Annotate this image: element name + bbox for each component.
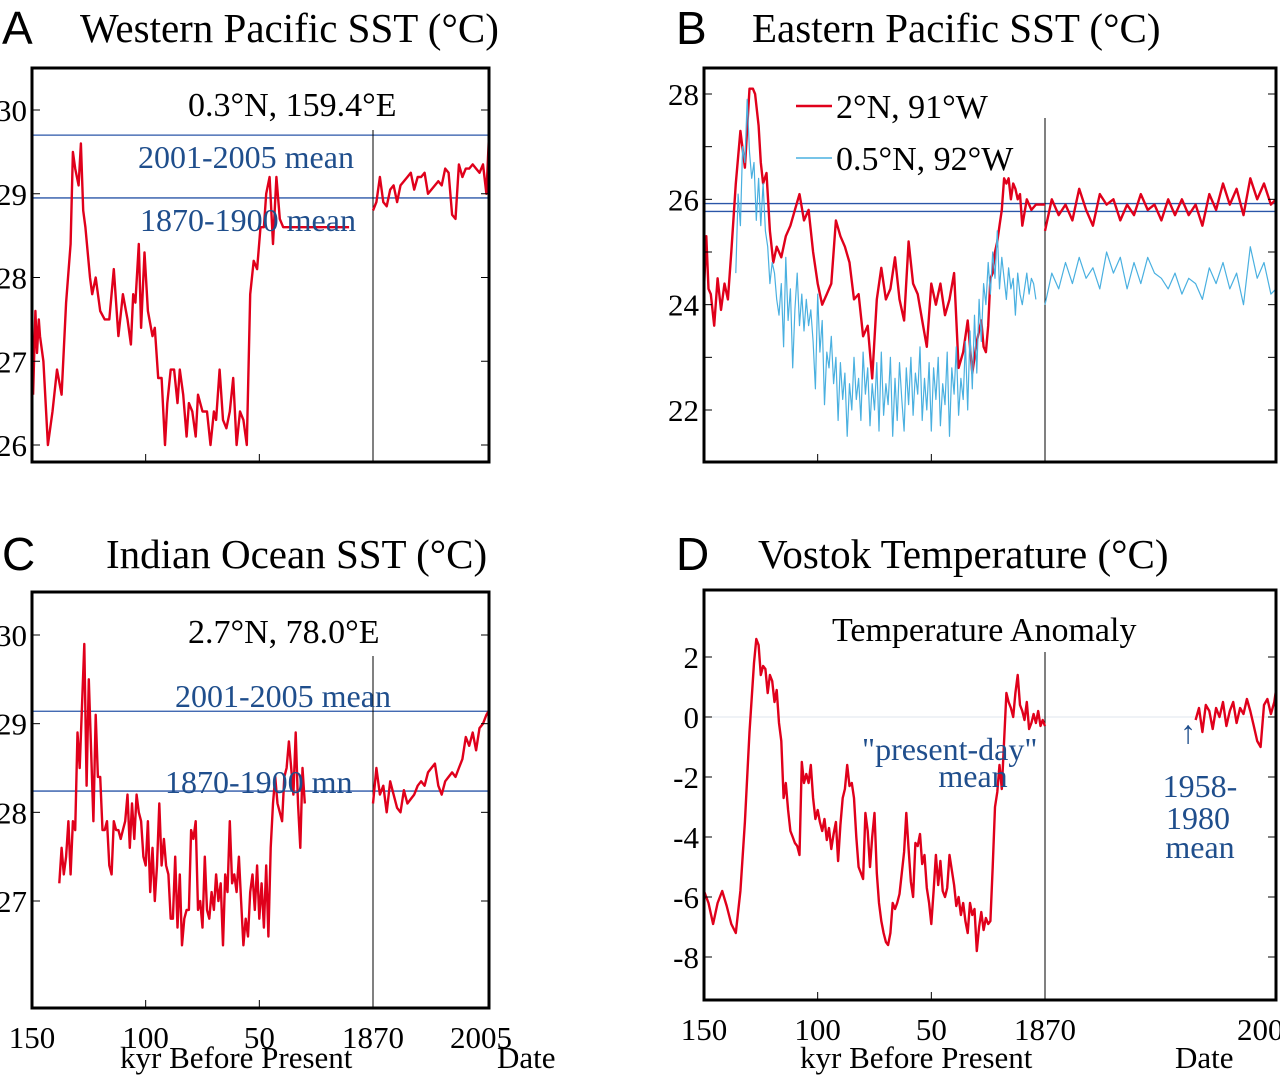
x-tick-label-d: 150 xyxy=(681,1012,728,1047)
panel-d: D Vostok Temperature (°C) -8 -6 -4 -2 0 2 150 1… xyxy=(673,528,1280,1075)
panel-letter-a: A xyxy=(2,2,33,54)
xlabel-date-d: Date xyxy=(1175,1040,1234,1075)
panel-title-a: Western Pacific SST (°C) xyxy=(80,5,499,51)
legend-b: 2°N, 91°W 0.5°N, 92°W xyxy=(796,89,1014,178)
subtitle-temperature-anomaly: Temperature Anomaly xyxy=(832,612,1136,649)
xlabel-kyr-d: kyr Before Present xyxy=(800,1040,1033,1075)
x-tick-label-c: 1870 xyxy=(342,1020,404,1055)
y-tick-label-b: 24 xyxy=(668,288,700,323)
panel-title-c: Indian Ocean SST (°C) xyxy=(106,531,487,577)
y-tick-label-a: 29 xyxy=(0,177,27,212)
plot-area-b: 22 24 26 28 xyxy=(668,66,1278,464)
location-label-c: 2.7°N, 78.0°E xyxy=(188,614,380,651)
series-paleo-b-1 xyxy=(735,98,1037,437)
y-tick-label-d: 2 xyxy=(684,640,700,675)
mean-label-1870-1900-a: 1870-1900 mean xyxy=(140,202,356,238)
plot-frame-c xyxy=(30,590,491,1010)
series-paleo-d-0 xyxy=(702,637,1047,953)
mean-label-2001-2005-c: 2001-2005 mean xyxy=(175,678,391,714)
y-tick-label-d: -2 xyxy=(673,760,699,795)
annotation-1980: 1980 xyxy=(1166,800,1230,836)
y-tick-label-d: -4 xyxy=(673,820,699,855)
panel-title-b: Eastern Pacific SST (°C) xyxy=(752,5,1160,51)
series-paleo-b-0 xyxy=(702,87,1045,380)
panel-b: B Eastern Pacific SST (°C) 22 24 26 28 2°N,… xyxy=(668,2,1278,464)
x-tick-label-c: 150 xyxy=(9,1020,56,1055)
plot-frame-a xyxy=(30,66,491,464)
legend-label-blue: 0.5°N, 92°W xyxy=(836,141,1014,178)
xlabel-date-c: Date xyxy=(497,1040,556,1075)
plot-frame-d xyxy=(702,588,1278,1002)
panel-title-d: Vostok Temperature (°C) xyxy=(758,531,1169,577)
y-tick-label-c: 29 xyxy=(0,707,27,742)
panel-letter-c: C xyxy=(2,528,35,580)
mean-label-2001-2005-a: 2001-2005 mean xyxy=(138,139,354,175)
series-instrumental-a-0 xyxy=(371,135,491,221)
panel-a: A Western Pacific SST (°C) 26 27 28 29 30 0.… xyxy=(0,2,499,464)
series-instrumental-d-0 xyxy=(1194,689,1278,749)
panel-c: C Indian Ocean SST (°C) 27 28 29 30 150 100 50… xyxy=(0,528,556,1075)
plot-area-d: -8 -6 -4 -2 0 2 150 100 50 1870 2005 xyxy=(673,588,1280,1047)
xlabel-kyr-c: kyr Before Present xyxy=(120,1040,353,1075)
y-tick-label-b: 26 xyxy=(668,182,699,217)
location-label-a: 0.3°N, 159.4°E xyxy=(188,87,397,124)
y-tick-label-a: 27 xyxy=(0,344,27,379)
x-tick-label-c: 2005 xyxy=(450,1020,512,1055)
mean-label-1870-1900-c: 1870-1900 mn xyxy=(165,764,353,800)
x-tick-label-d: 100 xyxy=(794,1012,841,1047)
y-tick-label-c: 27 xyxy=(0,884,27,919)
y-tick-label-d: 0 xyxy=(684,700,700,735)
x-tick-label-d: 2005 xyxy=(1237,1012,1280,1047)
annotation-present-day: "present-day" xyxy=(862,731,1037,767)
series-instrumental-c-0 xyxy=(371,709,491,814)
x-tick-label-d: 50 xyxy=(916,1012,947,1047)
panel-letter-b: B xyxy=(676,2,707,54)
y-tick-label-c: 28 xyxy=(0,795,27,830)
y-tick-label-c: 30 xyxy=(0,618,27,653)
plot-area-a: 26 27 28 29 30 xyxy=(0,66,491,464)
y-tick-label-d: -8 xyxy=(673,940,699,975)
plot-area-c: 27 28 29 30 150 100 50 1870 2005 xyxy=(0,590,512,1055)
annotation-1958: 1958- xyxy=(1163,768,1238,804)
y-tick-label-b: 28 xyxy=(668,77,699,112)
series-instrumental-b-0 xyxy=(1043,177,1277,232)
x-tick-label-c: 50 xyxy=(244,1020,275,1055)
plot-frame-b xyxy=(702,66,1278,464)
y-tick-label-a: 30 xyxy=(0,93,27,128)
x-tick-label-c: 100 xyxy=(122,1020,169,1055)
y-tick-label-d: -6 xyxy=(673,880,699,915)
y-tick-label-a: 28 xyxy=(0,261,27,296)
annotation-present-day-mean: mean xyxy=(938,758,1007,794)
y-tick-label-b: 22 xyxy=(668,393,699,428)
y-tick-label-a: 26 xyxy=(0,428,27,463)
x-tick-label-d: 1870 xyxy=(1014,1012,1076,1047)
legend-label-red: 2°N, 91°W xyxy=(836,89,989,126)
annotation-1958-1980-mean: mean xyxy=(1165,829,1234,865)
panel-letter-d: D xyxy=(676,528,709,580)
arrow-up-icon: ↑ xyxy=(1180,714,1196,750)
series-paleo-a-0 xyxy=(31,142,350,447)
series-instrumental-b-1 xyxy=(1044,246,1277,306)
series-paleo-c-0 xyxy=(58,642,306,947)
